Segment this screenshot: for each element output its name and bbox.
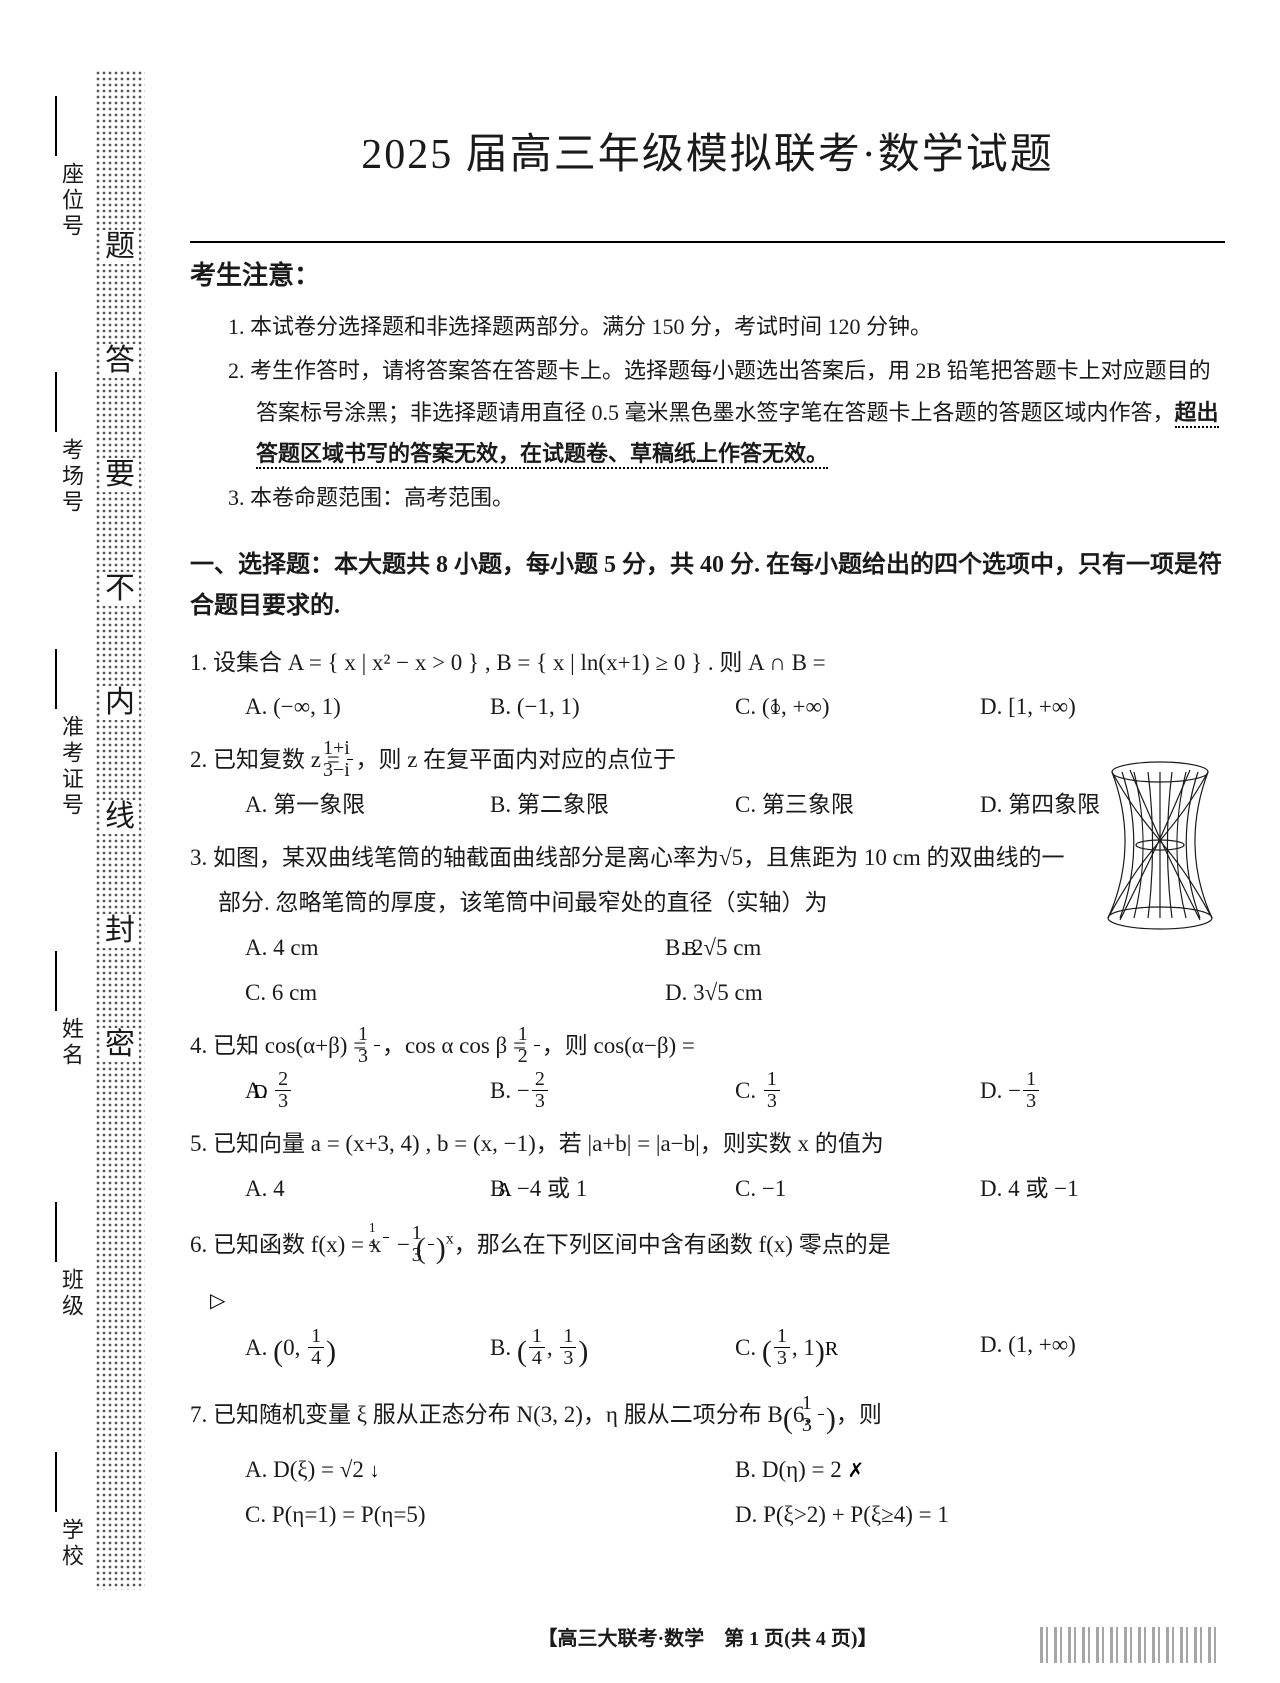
- seal-line-chars: 题 答 要 不 内 线 封 密: [101, 230, 139, 1062]
- q1-opt-a: A. (−∞, 1): [245, 685, 490, 730]
- notice-item-2: 2. 考生作答时，请将答案答在答题卡上。选择题每小题选出答案后，用 2B 铅笔把…: [228, 350, 1225, 475]
- question-2: 2. 已知复数 z = 1+i3−i，则 z 在复平面内对应的点位于 A. 第一…: [190, 738, 1225, 828]
- barcode-icon: [1040, 1627, 1220, 1663]
- question-7: 7. 已知随机变量 ξ 服从正态分布 N(3, 2)，η 服从二项分布 B(6,…: [190, 1390, 1225, 1538]
- q7-options: A. D(ξ) = √2 ↓ B. D(η) = 2 ✗ C. P(η=1) =…: [190, 1448, 1225, 1538]
- q6-stem: 6. 已知函数 f(x) = x14 − (13)x，那么在下列区间中含有函数 …: [190, 1220, 1225, 1279]
- q2-opt-c: C. 第三象限: [735, 783, 980, 828]
- q3-options: A. 4 cm B. 2√5 cmB C. 6 cm D. 3√5 cm: [190, 926, 1085, 1016]
- q6-opt-a: A. (0, 14): [245, 1323, 490, 1382]
- q4-opt-c: C. 13: [735, 1069, 980, 1114]
- notice-item-1: 1. 本试卷分选择题和非选择题两部分。满分 150 分，考试时间 120 分钟。: [228, 306, 1225, 348]
- q4-opt-b: B. −23: [490, 1069, 735, 1114]
- q6-opt-b: B. (14, 13): [490, 1323, 735, 1382]
- field-school: 学校: [55, 1446, 87, 1570]
- q1-options: A. (−∞, 1) B. (−1, 1) C. (1, +∞)○ D. [1,…: [190, 685, 1225, 730]
- q2-opt-a: A. 第一象限: [245, 783, 490, 828]
- q4-opt-a: A. 23D: [245, 1069, 490, 1114]
- exam-content: 2025 届高三年级模拟联考·数学试题 考生注意： 1. 本试卷分选择题和非选择…: [190, 90, 1225, 1546]
- question-6: 6. 已知函数 f(x) = x14 − (13)x，那么在下列区间中含有函数 …: [190, 1220, 1225, 1382]
- question-4: 4. 已知 cos(α+β) = 13，cos α cos β = 12，则 c…: [190, 1024, 1225, 1114]
- exam-title: 2025 届高三年级模拟联考·数学试题: [190, 120, 1225, 181]
- q4-stem: 4. 已知 cos(α+β) = 13，cos α cos β = 12，则 c…: [190, 1024, 1225, 1069]
- field-id: 准考证号: [55, 643, 87, 819]
- seal-line-strip: 题 答 要 不 内 线 封 密: [95, 70, 145, 1590]
- notice-item-3: 3. 本卷命题范围：高考范围。: [228, 477, 1225, 519]
- q6-hand-mark-c: R: [825, 1338, 838, 1360]
- q6-hand-mark-left: ▷: [210, 1290, 225, 1312]
- q5-opt-b: B. −4 或 1A: [490, 1167, 735, 1212]
- q5-opt-c: C. −1: [735, 1167, 980, 1212]
- q7-opt-d: D. P(ξ>2) + P(ξ≥4) = 1: [735, 1493, 1225, 1538]
- q3-opt-a: A. 4 cm: [245, 926, 665, 971]
- field-seat: 座位号: [55, 90, 87, 240]
- question-1: 1. 设集合 A = { x | x² − x > 0 } , B = { x …: [190, 641, 1225, 731]
- sidebar-field-labels: 座位号 考场号 准考证号 姓名 班级 学校: [55, 70, 87, 1590]
- q5-opt-d: D. 4 或 −1: [980, 1167, 1225, 1212]
- question-5: 5. 已知向量 a = (x+3, 4) , b = (x, −1)，若 |a+…: [190, 1122, 1225, 1212]
- q1-opt-c: C. (1, +∞)○: [735, 685, 980, 730]
- q2-opt-b: B. 第二象限: [490, 783, 735, 828]
- q6-opt-c: C. (13, 1)R: [735, 1323, 980, 1382]
- q1-hand-mark: ○: [770, 697, 782, 719]
- q6-opt-d: D. (1, +∞): [980, 1323, 1225, 1382]
- answer-sheet-sidebar: 座位号 考场号 准考证号 姓名 班级 学校 题 答 要 不 内 线 封 密: [55, 70, 145, 1590]
- q7-opt-c: C. P(η=1) = P(η=5): [245, 1493, 735, 1538]
- notice-heading: 考生注意：: [190, 255, 1225, 292]
- q7-stem: 7. 已知随机变量 ξ 服从正态分布 N(3, 2)，η 服从二项分布 B(6,…: [190, 1390, 1225, 1449]
- q2-stem: 2. 已知复数 z = 1+i3−i，则 z 在复平面内对应的点位于: [190, 738, 1225, 783]
- q7-hand-mark-b: ✗: [848, 1460, 865, 1482]
- notice-body: 1. 本试卷分选择题和非选择题两部分。满分 150 分，考试时间 120 分钟。…: [190, 306, 1225, 519]
- q4-hand-mark: D: [253, 1081, 267, 1103]
- q1-stem: 1. 设集合 A = { x | x² − x > 0 } , B = { x …: [190, 641, 1225, 686]
- q7-opt-b: B. D(η) = 2 ✗: [735, 1448, 1225, 1493]
- section-1-heading: 一、选择题：本大题共 8 小题，每小题 5 分，共 40 分. 在每小题给出的四…: [190, 545, 1225, 627]
- q3-stem: 3. 如图，某双曲线笔筒的轴截面曲线部分是离心率为√5，且焦距为 10 cm 的…: [190, 836, 1085, 926]
- q6-options: A. (0, 14) B. (14, 13) C. (13, 1)R D. (1…: [190, 1323, 1225, 1382]
- q3-opt-b: B. 2√5 cmB: [665, 926, 1085, 971]
- question-3: 3. 如图，某双曲线笔筒的轴截面曲线部分是离心率为√5，且焦距为 10 cm 的…: [190, 836, 1225, 1015]
- q3-hand-mark: B: [683, 938, 696, 960]
- hyperboloid-figure: [1100, 760, 1220, 930]
- q2-options: A. 第一象限 B. 第二象限 C. 第三象限 D. 第四象限: [190, 783, 1225, 828]
- q1-opt-d: D. [1, +∞): [980, 685, 1225, 730]
- q4-opt-d: D. −13: [980, 1069, 1225, 1114]
- q4-options: A. 23D B. −23 C. 13 D. −13: [190, 1069, 1225, 1114]
- q1-opt-b: B. (−1, 1): [490, 685, 735, 730]
- q7-hand-mark-a: ↓: [370, 1460, 380, 1482]
- q3-opt-d: D. 3√5 cm: [665, 971, 1085, 1016]
- divider: [190, 241, 1225, 243]
- q5-hand-mark: A: [497, 1179, 511, 1201]
- field-class: 班级: [55, 1196, 87, 1320]
- q3-opt-c: C. 6 cm: [245, 971, 665, 1016]
- q5-options: A. 4 B. −4 或 1A C. −1 D. 4 或 −1: [190, 1167, 1225, 1212]
- field-room: 考场号: [55, 366, 87, 516]
- q5-opt-a: A. 4: [245, 1167, 490, 1212]
- q7-opt-a: A. D(ξ) = √2 ↓: [245, 1448, 735, 1493]
- hyperboloid-icon: [1100, 760, 1220, 930]
- field-name: 姓名: [55, 945, 87, 1069]
- q5-stem: 5. 已知向量 a = (x+3, 4) , b = (x, −1)，若 |a+…: [190, 1122, 1225, 1167]
